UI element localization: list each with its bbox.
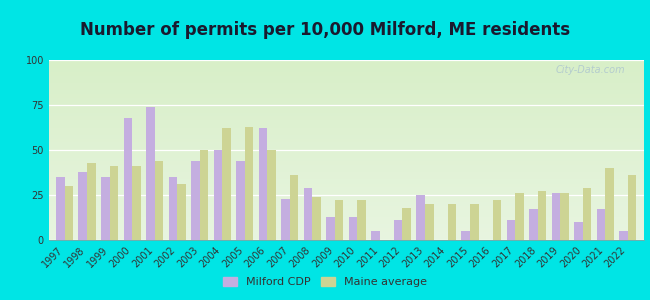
Bar [146,107,155,240]
Bar [605,168,614,240]
Bar [124,118,132,240]
Bar [425,204,434,240]
Bar [493,200,501,240]
Bar [132,166,140,240]
Bar [597,209,605,240]
Bar [470,204,478,240]
Bar [87,163,96,240]
Bar [281,199,290,240]
Bar [110,166,118,240]
Bar [155,161,163,240]
Bar [177,184,186,240]
Bar [79,172,87,240]
Bar [56,177,64,240]
Bar [267,150,276,240]
Bar [64,186,73,240]
Bar [236,161,245,240]
Bar [619,231,628,240]
Bar [358,200,366,240]
Bar [462,231,470,240]
Bar [582,188,592,240]
Bar [101,177,110,240]
Text: City-Data.com: City-Data.com [556,65,626,75]
Bar [191,161,200,240]
Bar [515,193,524,240]
Bar [552,193,560,240]
Bar [335,200,343,240]
Bar [417,195,425,240]
Bar [560,193,569,240]
Bar [168,177,177,240]
Bar [529,209,538,240]
Bar [349,217,358,240]
Bar [313,197,321,240]
Bar [371,231,380,240]
Bar [222,128,231,240]
Bar [506,220,515,240]
Bar [326,217,335,240]
Bar [259,128,267,240]
Bar [394,220,402,240]
Bar [200,150,208,240]
Bar [214,150,222,240]
Bar [290,175,298,240]
Bar [447,204,456,240]
Bar [628,175,636,240]
Bar [574,222,582,240]
Text: Number of permits per 10,000 Milford, ME residents: Number of permits per 10,000 Milford, ME… [80,21,570,39]
Bar [304,188,313,240]
Bar [402,208,411,240]
Bar [245,127,254,240]
Legend: Milford CDP, Maine average: Milford CDP, Maine average [219,272,431,291]
Bar [538,191,546,240]
